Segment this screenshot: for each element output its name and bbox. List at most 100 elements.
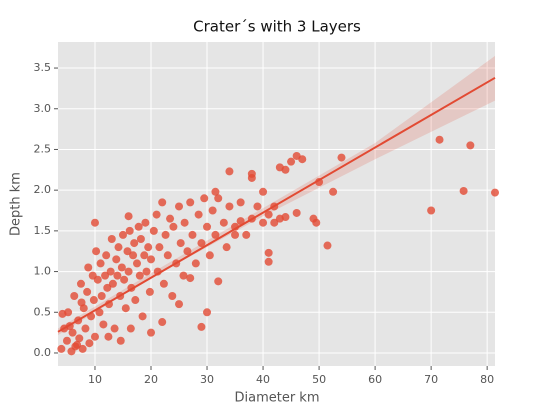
x-tick-label: 40 (256, 373, 270, 386)
data-point (118, 230, 127, 239)
data-point (179, 271, 188, 280)
data-point (158, 198, 167, 207)
data-point (81, 324, 90, 333)
y-tick-label: 0.0 (34, 346, 52, 359)
data-point (96, 259, 105, 268)
data-point (337, 153, 346, 162)
data-point (194, 210, 203, 219)
data-point (125, 226, 134, 235)
x-tick-label: 80 (480, 373, 494, 386)
data-point (136, 235, 145, 244)
x-tick-label: 30 (200, 373, 214, 386)
data-point (58, 309, 67, 318)
data-point (117, 263, 126, 272)
x-tick-label: 60 (368, 373, 382, 386)
data-point (197, 322, 206, 331)
data-point (104, 332, 113, 341)
data-point (491, 188, 499, 197)
data-point (90, 332, 99, 341)
data-point (110, 324, 119, 333)
data-point (106, 267, 115, 276)
data-point (132, 259, 141, 268)
data-point (275, 163, 284, 172)
x-tick-label: 70 (424, 373, 438, 386)
data-point (225, 167, 234, 176)
data-point (259, 187, 268, 196)
data-point (141, 218, 150, 227)
data-point (90, 218, 99, 227)
data-point (123, 247, 132, 256)
data-point (264, 257, 273, 266)
data-point (103, 283, 112, 292)
data-point (135, 271, 144, 280)
data-point (83, 287, 92, 296)
data-point (208, 206, 217, 215)
data-point (176, 239, 185, 248)
data-point (92, 247, 101, 256)
data-point (97, 291, 106, 300)
data-point (71, 342, 80, 351)
data-point (129, 251, 138, 260)
data-point (124, 267, 133, 276)
data-point (134, 222, 143, 231)
data-point (211, 187, 220, 196)
data-point (155, 243, 164, 252)
data-point (101, 271, 110, 280)
data-point (259, 218, 268, 227)
data-point (85, 339, 94, 348)
data-point (175, 300, 184, 309)
data-point (186, 274, 195, 283)
data-point (292, 208, 301, 217)
confidence-band (58, 55, 495, 336)
data-point (95, 308, 104, 317)
data-point (89, 296, 98, 305)
data-point (205, 251, 214, 260)
data-point (159, 279, 168, 288)
data-point (161, 230, 170, 239)
data-point (116, 336, 125, 345)
chart-title: Crater´s with 3 Layers (193, 18, 361, 36)
data-point (121, 304, 130, 313)
data-point (264, 248, 273, 257)
data-point (149, 226, 158, 235)
y-tick-label: 3.0 (34, 102, 52, 115)
data-point (75, 334, 84, 343)
data-point (70, 291, 79, 300)
data-point (242, 230, 251, 239)
data-point (197, 239, 206, 248)
data-point (168, 291, 177, 300)
data-point (292, 151, 301, 160)
data-point (275, 214, 284, 223)
data-point (144, 243, 153, 252)
data-point (131, 296, 140, 305)
data-point (203, 308, 212, 317)
grid (58, 42, 495, 366)
data-point (175, 202, 184, 211)
data-point (147, 255, 156, 264)
data-point (323, 241, 332, 250)
data-point (84, 263, 93, 272)
data-point (140, 251, 149, 260)
data-point (166, 214, 175, 223)
data-point (99, 320, 108, 329)
data-point (62, 336, 71, 345)
data-point (183, 247, 192, 256)
data-point (147, 328, 156, 337)
data-point (126, 324, 135, 333)
data-point (152, 210, 161, 219)
data-point (236, 198, 245, 207)
data-point (200, 194, 209, 203)
data-point (114, 243, 123, 252)
marks (57, 55, 499, 356)
data-point (180, 218, 189, 227)
x-tick-label: 50 (312, 373, 326, 386)
y-tick-label: 1.5 (34, 224, 52, 237)
data-point (466, 141, 475, 150)
data-point (124, 212, 133, 221)
y-tick-label: 2.5 (34, 142, 52, 155)
data-point (214, 277, 223, 286)
data-point (186, 198, 195, 207)
data-point (435, 135, 444, 144)
data-point (108, 279, 117, 288)
